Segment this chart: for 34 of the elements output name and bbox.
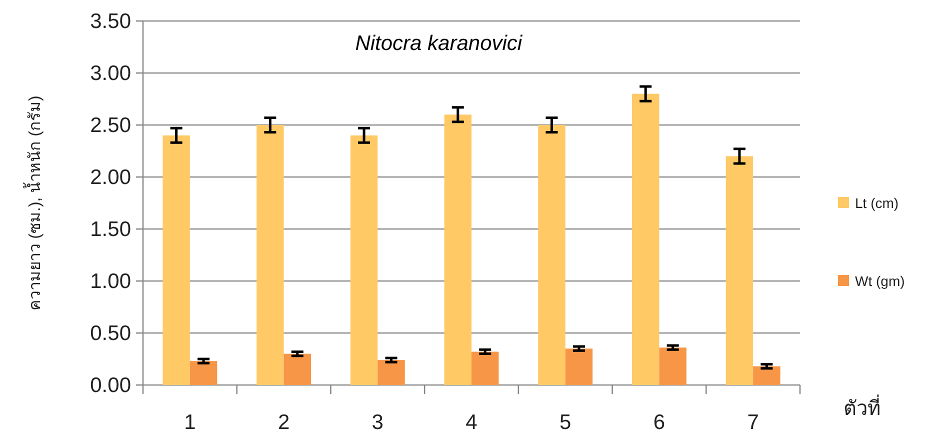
bar: [444, 114, 472, 385]
bar: [256, 125, 284, 385]
bar: [472, 352, 499, 385]
y-tick-label: 0.00: [90, 374, 131, 397]
y-axis-title: ความยาว (ซม.), น้ำหนัก (กรัม): [23, 96, 44, 310]
bar: [284, 354, 312, 385]
x-tick-label: 5: [560, 411, 572, 434]
bar: [753, 366, 780, 385]
y-tick-label: 2.50: [90, 114, 131, 137]
legend-label: Wt (gm): [855, 273, 905, 289]
x-tick-label: 3: [372, 411, 384, 434]
x-axis-title: ตัวที่: [844, 394, 880, 420]
x-tick-label: 2: [278, 411, 290, 434]
x-tick-label: 7: [747, 411, 759, 434]
bar: [538, 125, 566, 385]
bar: [350, 135, 378, 385]
bar: [190, 361, 218, 385]
bar: [378, 360, 405, 385]
y-tick-label: 2.00: [90, 166, 131, 189]
x-tick-label: 1: [184, 411, 196, 434]
bar: [659, 348, 686, 385]
y-tick-label: 1.50: [90, 218, 131, 241]
bar: [162, 135, 190, 385]
y-tick-label: 0.50: [90, 322, 131, 345]
x-tick-label: 4: [466, 411, 478, 434]
text: Nitocra karanovici: [355, 32, 524, 55]
bar: [726, 156, 754, 385]
legend-label: Lt (cm): [855, 195, 899, 211]
bar: [565, 348, 593, 385]
y-tick-label: 1.00: [90, 270, 131, 293]
x-tick-label: 6: [653, 411, 666, 434]
y-tick-label: 3.50: [90, 10, 131, 33]
y-tick-label: 3.00: [90, 62, 131, 85]
bar: [632, 94, 660, 385]
